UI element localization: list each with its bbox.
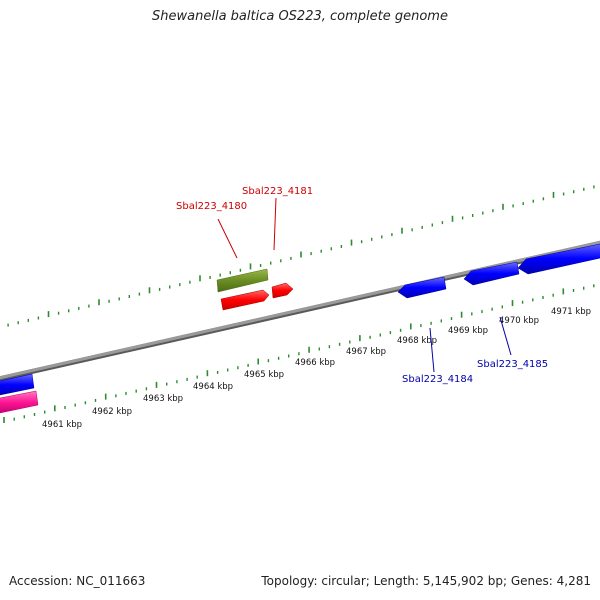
gene-label-4185[interactable]: Sbal223_4185 [477, 359, 549, 370]
forward-features [0, 268, 294, 414]
scale-label-4964: 4964 kbp [193, 382, 233, 392]
gene-feature-left-blue[interactable] [0, 373, 35, 396]
leader-4180 [217, 218, 238, 259]
gene-label-4180[interactable]: Sbal223_4180 [176, 201, 248, 212]
gene-label-4181[interactable]: Sbal223_4181 [242, 186, 314, 197]
scale-labels: 4961 kbp 4962 kbp 4963 kbp 4964 kbp 4965… [42, 307, 591, 430]
upper-tick-track [7, 185, 595, 327]
page-title: Shewanella baltica OS223, complete genom… [152, 9, 448, 24]
scale-label-4971: 4971 kbp [551, 307, 591, 317]
gene-feature-left-pink[interactable] [0, 390, 39, 414]
scale-label-4969: 4969 kbp [448, 326, 488, 336]
gene-label-4184[interactable]: Sbal223_4184 [402, 374, 474, 385]
gene-feature-4181[interactable] [271, 282, 294, 299]
scale-label-4970: 4970 kbp [499, 316, 539, 326]
scale-label-4962: 4962 kbp [92, 407, 132, 417]
genome-summary-text: Topology: circular; Length: 5,145,902 bp… [261, 574, 591, 588]
scale-label-4966: 4966 kbp [295, 358, 335, 368]
scale-label-4967: 4967 kbp [346, 347, 386, 357]
leader-4181 [273, 197, 277, 251]
scale-label-4961: 4961 kbp [42, 420, 82, 430]
accession-text: Accession: NC_011663 [9, 574, 146, 588]
genome-backbone [0, 240, 600, 380]
lower-tick-track [3, 284, 595, 423]
scale-label-4968: 4968 kbp [397, 336, 437, 346]
gene-feature-right-blue[interactable] [517, 243, 600, 275]
gene-feature-4180[interactable] [220, 289, 270, 311]
scale-label-4963: 4963 kbp [143, 394, 183, 404]
leader-4184 [429, 327, 435, 373]
reverse-features [0, 243, 600, 396]
gene-feature-4180-rna[interactable] [216, 268, 269, 293]
leader-4185 [499, 316, 512, 356]
gene-feature-4184[interactable] [397, 276, 447, 299]
scale-label-4965: 4965 kbp [244, 370, 284, 380]
